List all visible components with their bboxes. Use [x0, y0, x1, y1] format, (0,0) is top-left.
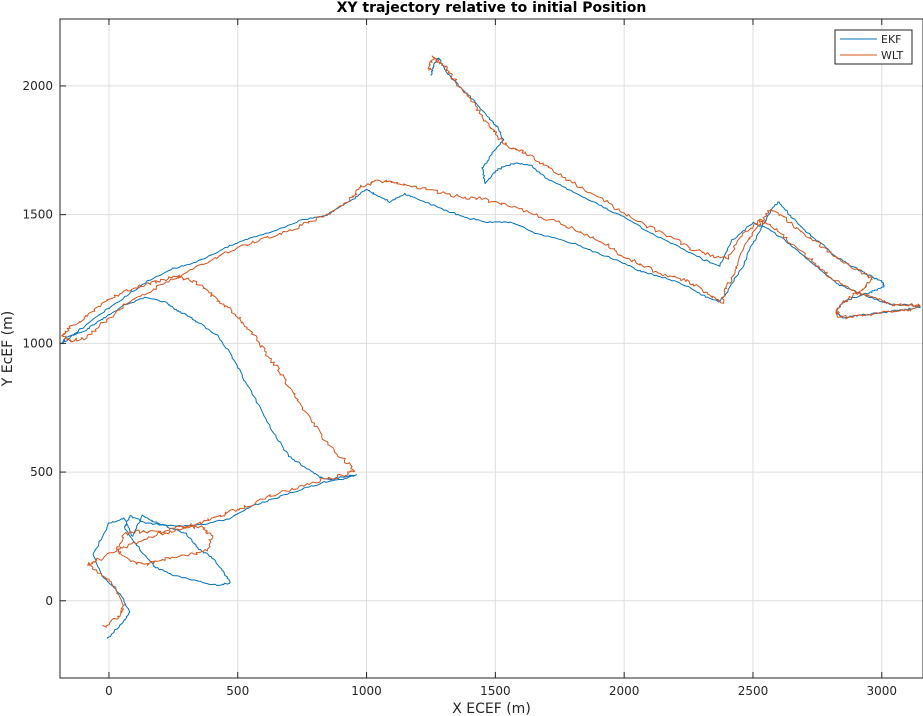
series-lines: [61, 55, 921, 639]
x-tick-label: 3000: [867, 684, 898, 698]
y-axis-label: Y EcEF (m): [0, 311, 16, 387]
x-tick-label: 2500: [738, 684, 769, 698]
x-tick-label: 1000: [351, 684, 382, 698]
grid-lines: [60, 19, 923, 678]
legend-entry-wlt: WLT: [881, 49, 903, 62]
legend: EKF WLT: [834, 29, 913, 65]
axis-ticks: 0 500 1000 1500 2000 2500 3000 0 500 1000 1500 2000: [22, 19, 897, 698]
series-line-wlt: [61, 55, 921, 628]
legend-entry-ekf: EKF: [881, 33, 902, 46]
chart-title: XY trajectory relative to initial Positi…: [337, 0, 647, 16]
legend-box: [834, 29, 913, 65]
y-tick-label: 1500: [22, 208, 53, 222]
x-tick-label: 0: [105, 684, 113, 698]
x-tick-label: 1500: [480, 684, 511, 698]
x-tick-label: 2000: [609, 684, 640, 698]
x-tick-label: 500: [226, 684, 249, 698]
y-tick-label: 0: [45, 594, 53, 608]
plot-area-frame: [59, 18, 923, 679]
x-axis-label: X ECEF (m): [452, 701, 531, 716]
series-line-ekf: [61, 57, 921, 639]
y-tick-label: 2000: [22, 79, 53, 93]
y-tick-label: 500: [30, 465, 53, 479]
y-tick-label: 1000: [22, 336, 53, 350]
